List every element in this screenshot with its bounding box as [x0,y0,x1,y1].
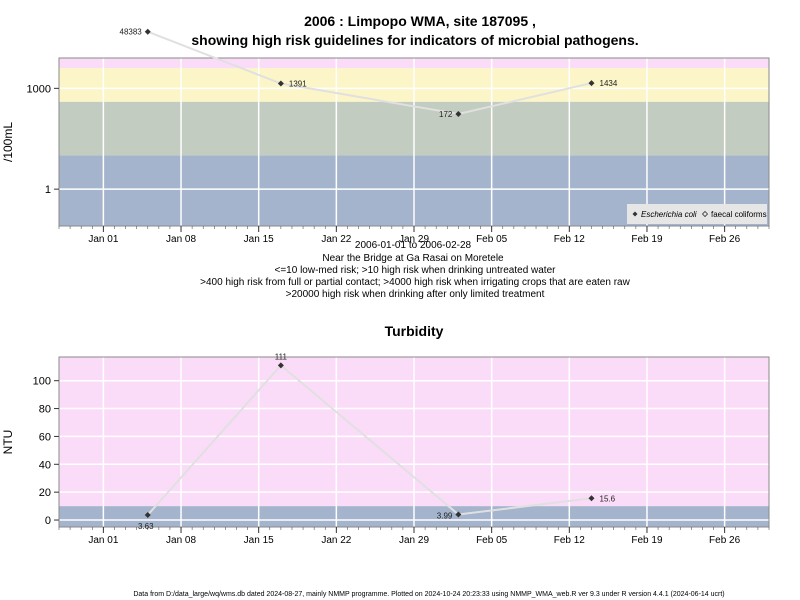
chart-title-line1: 2006 : Limpopo WMA, site 187095 , [304,13,536,29]
guideline-note-3: >20000 high risk when drinking after onl… [286,289,545,300]
x-tick-label: Feb 26 [709,535,741,546]
x-tick-label: Feb 05 [476,234,508,245]
data-label: 172 [439,110,453,119]
y-tick-label: 20 [39,487,51,499]
data-point [277,362,284,369]
data-label: 1434 [600,79,618,88]
data-point [277,80,284,87]
y-tick-label: 60 [39,431,51,443]
legend-marker-faecal-coliforms [701,210,709,218]
y-tick-label: 1000 [27,83,51,95]
data-label: 48383 [120,28,143,37]
series-line [147,363,592,516]
legend: Escherichia coli faecal coliforms [627,204,767,224]
x-tick-label: Jan 01 [88,535,118,546]
data-point [144,511,151,518]
y-axis-label: /100mL [1,122,15,162]
x-tick-label: Feb 12 [554,234,586,245]
y-axis-label: NTU [1,430,15,455]
x-tick-label: Jan 15 [244,234,274,245]
y-tick-label: 0 [45,515,51,527]
x-tick-label: Jan 22 [321,535,351,546]
y-tick-label: 40 [39,459,51,471]
data-point [588,495,595,502]
guideline-note-2: >400 high risk from full or partial cont… [200,277,630,288]
turbidity-panel: Jan 01 Jan 08 Jan 15 Jan 22 Jan 29 Feb 05 Feb … [1,352,770,546]
y-tick-label: 80 [39,404,51,416]
x-tick-label: Feb 26 [709,234,741,245]
legend-label-faecal-coliforms: faecal coliforms [711,210,767,219]
x-tick-label: Jan 22 [321,234,351,245]
gridlines [59,357,769,527]
x-tick-label: Jan 29 [399,234,429,245]
microbial-panel: Jan 01 Jan 08 Jan 15 Jan 22 Jan 29 Feb 05 Feb … [1,28,770,245]
turbidity-title: Turbidity [385,323,444,339]
data-point [455,511,462,518]
x-tick-label: Jan 29 [399,535,429,546]
guideline-note-1: <=10 low-med risk; >10 high risk when dr… [275,265,557,276]
date-range-note: 2006-01-01 to 2006-02-28 [355,240,472,251]
x-tick-label: Jan 08 [166,535,196,546]
data-label: 1391 [289,80,307,89]
chart-title-line2: showing high risk guidelines for indicat… [191,32,638,48]
data-point [455,111,462,118]
x-tick-label: Jan 15 [244,535,274,546]
x-tick-label: Jan 01 [88,234,118,245]
data-point [144,28,151,35]
x-tick-label: Feb 05 [476,535,508,546]
legend-box [627,204,767,224]
x-tick-label: Feb 12 [554,535,586,546]
series-line [147,30,592,116]
footer-note: Data from D:/data_large/wq/wms.db dated … [133,591,724,598]
y-tick-label: 1 [45,184,51,196]
y-tick-label: 100 [33,376,51,388]
site-description-note: Near the Bridge at Ga Rasai on Moretele [322,253,504,264]
x-tick-label: Feb 19 [631,234,663,245]
data-point [588,80,595,87]
legend-marker-ecoli [632,211,638,217]
data-label: 111 [275,352,288,361]
x-tick-label: Feb 19 [631,535,663,546]
data-label: 3.99 [437,511,453,520]
data-label: 15.6 [600,494,616,503]
legend-label-ecoli: Escherichia coli [641,210,697,219]
gridlines [59,58,769,226]
data-label: 3.63 [138,522,154,531]
x-tick-label: Jan 08 [166,234,196,245]
